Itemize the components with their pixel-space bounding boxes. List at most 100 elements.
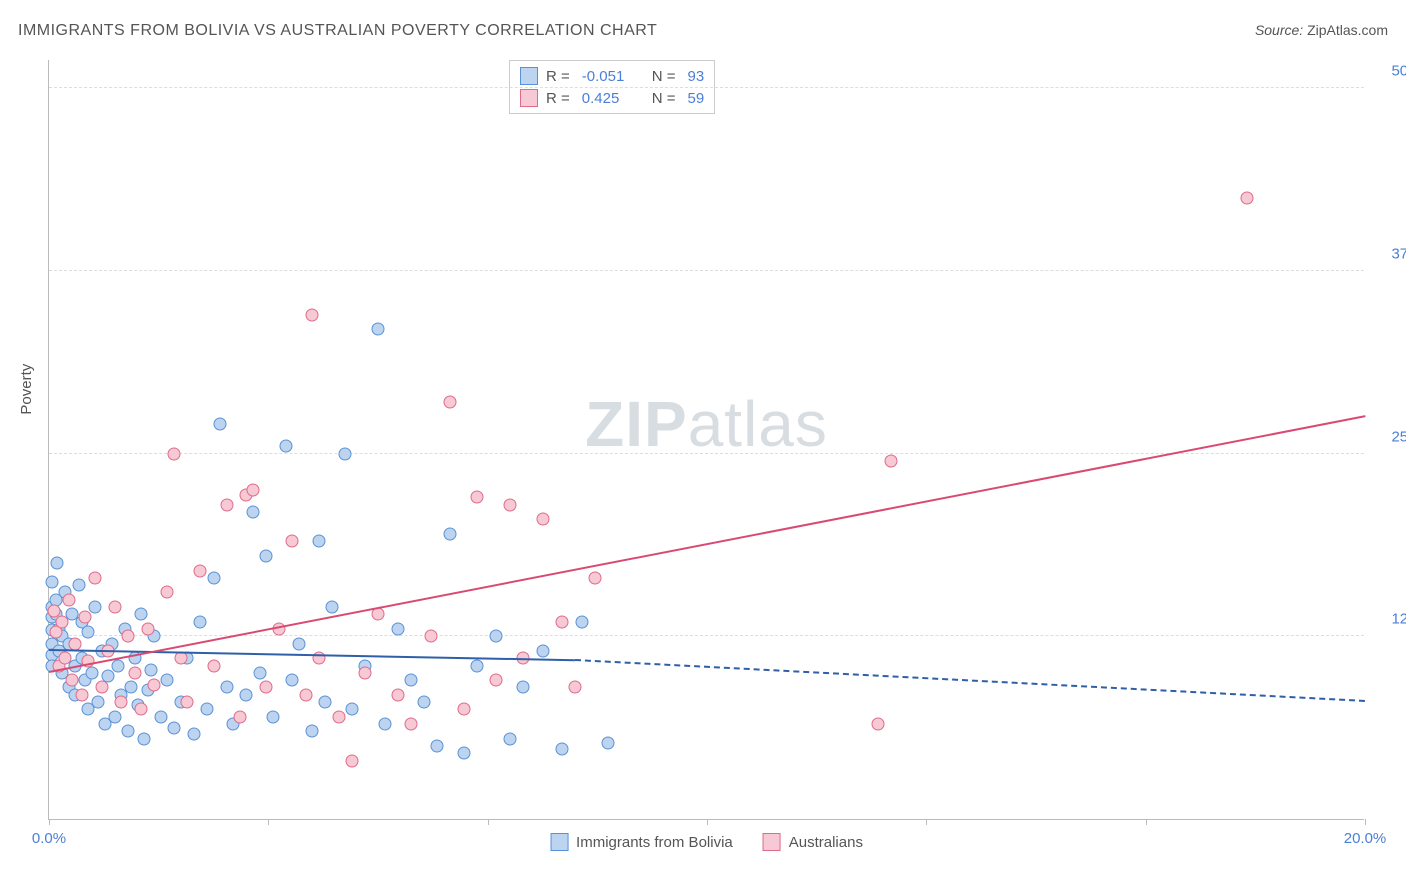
y-tick-label: 37.5% [1374, 245, 1406, 262]
data-point [299, 688, 312, 701]
data-point [154, 710, 167, 723]
data-point [79, 611, 92, 624]
data-point [418, 696, 431, 709]
data-point [207, 659, 220, 672]
legend-swatch [763, 833, 781, 851]
chart-title: IMMIGRANTS FROM BOLIVIA VS AUSTRALIAN PO… [18, 22, 657, 40]
data-point [66, 674, 79, 687]
legend-label: Immigrants from Bolivia [576, 834, 733, 851]
data-point [503, 498, 516, 511]
data-point [135, 703, 148, 716]
data-point [220, 681, 233, 694]
source-name: ZipAtlas.com [1307, 22, 1388, 38]
data-point [148, 678, 161, 691]
data-point [378, 718, 391, 731]
data-point [75, 688, 88, 701]
legend-label: Australians [789, 834, 863, 851]
x-tick [268, 819, 269, 825]
data-point [174, 652, 187, 665]
data-point [293, 637, 306, 650]
gridline [49, 87, 1364, 88]
x-tick [1146, 819, 1147, 825]
data-point [358, 666, 371, 679]
legend-n-label: N = [652, 90, 676, 107]
y-tick-label: 50.0% [1374, 63, 1406, 80]
data-point [885, 454, 898, 467]
data-point [503, 732, 516, 745]
legend-item: Immigrants from Bolivia [550, 833, 733, 851]
y-axis-title: Poverty [18, 364, 35, 415]
data-point [345, 703, 358, 716]
data-point [260, 681, 273, 694]
data-point [391, 688, 404, 701]
data-point [85, 666, 98, 679]
data-point [115, 696, 128, 709]
data-point [470, 659, 483, 672]
y-tick-label: 25.0% [1374, 428, 1406, 445]
legend-n-label: N = [652, 68, 676, 85]
data-point [286, 674, 299, 687]
legend-swatch [520, 89, 538, 107]
data-point [207, 571, 220, 584]
data-point [424, 630, 437, 643]
data-point [457, 747, 470, 760]
data-point [89, 571, 102, 584]
data-point [46, 576, 59, 589]
trend-line-extrapolated [575, 659, 1365, 702]
data-point [194, 564, 207, 577]
data-point [125, 681, 138, 694]
data-point [56, 615, 69, 628]
watermark-bold: ZIP [585, 388, 688, 460]
data-point [1240, 191, 1253, 204]
data-point [260, 549, 273, 562]
data-point [253, 666, 266, 679]
data-point [168, 447, 181, 460]
data-point [279, 440, 292, 453]
x-tick [1365, 819, 1366, 825]
legend-item: Australians [763, 833, 863, 851]
data-point [200, 703, 213, 716]
plot-area: ZIPatlas R =-0.051N =93R =0.425N =59 Imm… [48, 60, 1364, 820]
watermark-light: atlas [688, 388, 828, 460]
legend-r-value: -0.051 [582, 68, 634, 85]
data-point [82, 625, 95, 638]
data-point [59, 652, 72, 665]
legend-row: R =0.425N =59 [520, 87, 704, 109]
data-point [306, 725, 319, 738]
data-point [589, 571, 602, 584]
legend-n-value: 93 [688, 68, 705, 85]
data-point [141, 623, 154, 636]
data-point [108, 710, 121, 723]
data-point [556, 615, 569, 628]
data-point [161, 586, 174, 599]
data-point [69, 637, 82, 650]
x-tick [49, 819, 50, 825]
data-point [214, 418, 227, 431]
data-point [220, 498, 233, 511]
data-point [128, 666, 141, 679]
data-point [240, 688, 253, 701]
watermark: ZIPatlas [585, 387, 828, 461]
data-point [121, 725, 134, 738]
data-point [50, 557, 63, 570]
data-point [181, 696, 194, 709]
legend-swatch [550, 833, 568, 851]
data-point [575, 615, 588, 628]
data-point [444, 396, 457, 409]
data-point [470, 491, 483, 504]
source-credit: Source: ZipAtlas.com [1255, 22, 1388, 38]
data-point [372, 323, 385, 336]
source-label: Source: [1255, 22, 1303, 38]
x-tick [488, 819, 489, 825]
data-point [345, 754, 358, 767]
data-point [444, 528, 457, 541]
data-point [246, 484, 259, 497]
gridline [49, 635, 1364, 636]
data-point [872, 718, 885, 731]
data-point [72, 579, 85, 592]
data-point [536, 644, 549, 657]
data-point [536, 513, 549, 526]
data-point [306, 308, 319, 321]
data-point [246, 506, 259, 519]
series-legend: Immigrants from Bolivia Australians [550, 833, 863, 851]
